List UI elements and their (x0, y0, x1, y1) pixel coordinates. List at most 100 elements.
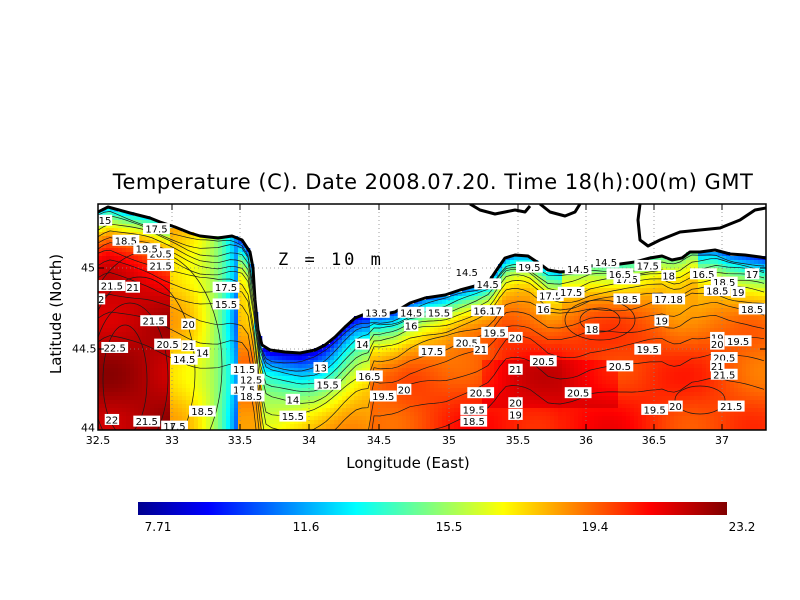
temperature-cell (210, 428, 215, 430)
temperature-cell (118, 248, 123, 253)
temperature-cell (362, 412, 367, 417)
temperature-cell (102, 256, 107, 261)
temperature-cell (598, 388, 603, 393)
temperature-cell (178, 396, 183, 401)
temperature-cell (602, 336, 607, 341)
temperature-cell (318, 400, 323, 405)
temperature-cell (506, 420, 511, 425)
temperature-cell (354, 332, 359, 337)
temperature-cell (122, 372, 127, 377)
temperature-cell (458, 308, 463, 313)
temperature-cell (202, 336, 207, 341)
temperature-cell (298, 392, 303, 397)
temperature-cell (246, 272, 251, 277)
temperature-cell (526, 344, 531, 349)
temperature-cell (218, 428, 223, 430)
temperature-cell (390, 360, 395, 365)
temperature-cell (574, 428, 579, 430)
temperature-cell (402, 424, 407, 429)
temperature-cell (290, 364, 295, 369)
temperature-cell (354, 404, 359, 409)
temperature-cell (506, 272, 511, 277)
temperature-cell (134, 380, 139, 385)
temperature-cell (378, 428, 383, 430)
temperature-cell (346, 348, 351, 353)
temperature-cell (302, 352, 307, 357)
temperature-cell (538, 328, 543, 333)
temperature-cell (438, 328, 443, 333)
temperature-cell (334, 424, 339, 429)
temperature-cell (438, 364, 443, 369)
temperature-cell (218, 416, 223, 421)
temperature-cell (198, 280, 203, 285)
temperature-cell (350, 344, 355, 349)
temperature-cell (350, 372, 355, 377)
temperature-cell (518, 380, 523, 385)
temperature-cell (114, 256, 119, 261)
temperature-cell (254, 360, 259, 365)
temperature-cell (358, 364, 363, 369)
temperature-cell (210, 244, 215, 249)
temperature-cell (206, 324, 211, 329)
temperature-cell (422, 316, 427, 321)
temperature-cell (162, 416, 167, 421)
temperature-cell (202, 376, 207, 381)
temperature-cell (490, 412, 495, 417)
temperature-cell (450, 364, 455, 369)
temperature-cell (106, 368, 111, 373)
temperature-cell (182, 368, 187, 373)
temperature-cell (610, 292, 615, 297)
temperature-cell (386, 328, 391, 333)
temperature-cell (186, 380, 191, 385)
temperature-cell (414, 316, 419, 321)
temperature-cell (146, 304, 151, 309)
temperature-cell (278, 408, 283, 413)
temperature-cell (98, 412, 103, 417)
temperature-cell (358, 428, 363, 430)
temperature-cell (170, 308, 175, 313)
temperature-cell (406, 304, 411, 309)
temperature-cell (246, 428, 251, 430)
temperature-cell (182, 408, 187, 413)
temperature-cell (122, 376, 127, 381)
temperature-cell (238, 328, 243, 333)
temperature-cell (198, 388, 203, 393)
temperature-cell (270, 380, 275, 385)
temperature-cell (526, 256, 531, 261)
temperature-cell (202, 344, 207, 349)
temperature-cell (238, 244, 243, 249)
temperature-cell (382, 356, 387, 361)
temperature-cell (282, 372, 287, 377)
temperature-cell (362, 420, 367, 425)
temperature-cell (362, 332, 367, 337)
temperature-cell (530, 288, 535, 293)
temperature-cell (534, 368, 539, 373)
temperature-cell (182, 332, 187, 337)
temperature-cell (546, 412, 551, 417)
temperature-cell (518, 388, 523, 393)
temperature-cell (446, 352, 451, 357)
temperature-cell (210, 360, 215, 365)
temperature-cell (206, 332, 211, 337)
temperature-cell (418, 364, 423, 369)
temperature-cell (250, 424, 255, 429)
temperature-cell (542, 428, 547, 430)
temperature-cell (506, 388, 511, 393)
temperature-cell (186, 332, 191, 337)
temperature-cell (510, 276, 515, 281)
temperature-cell (218, 316, 223, 321)
temperature-cell (454, 316, 459, 321)
temperature-cell (134, 352, 139, 357)
temperature-cell (470, 352, 475, 357)
temperature-cell (530, 328, 535, 333)
temperature-cell (266, 376, 271, 381)
temperature-cell (106, 212, 111, 217)
temperature-cell (474, 328, 479, 333)
temperature-cell (346, 332, 351, 337)
temperature-cell (550, 328, 555, 333)
temperature-cell (434, 300, 439, 305)
temperature-cell (190, 328, 195, 333)
temperature-cell (602, 268, 607, 273)
temperature-cell (162, 400, 167, 405)
temperature-cell (574, 360, 579, 365)
